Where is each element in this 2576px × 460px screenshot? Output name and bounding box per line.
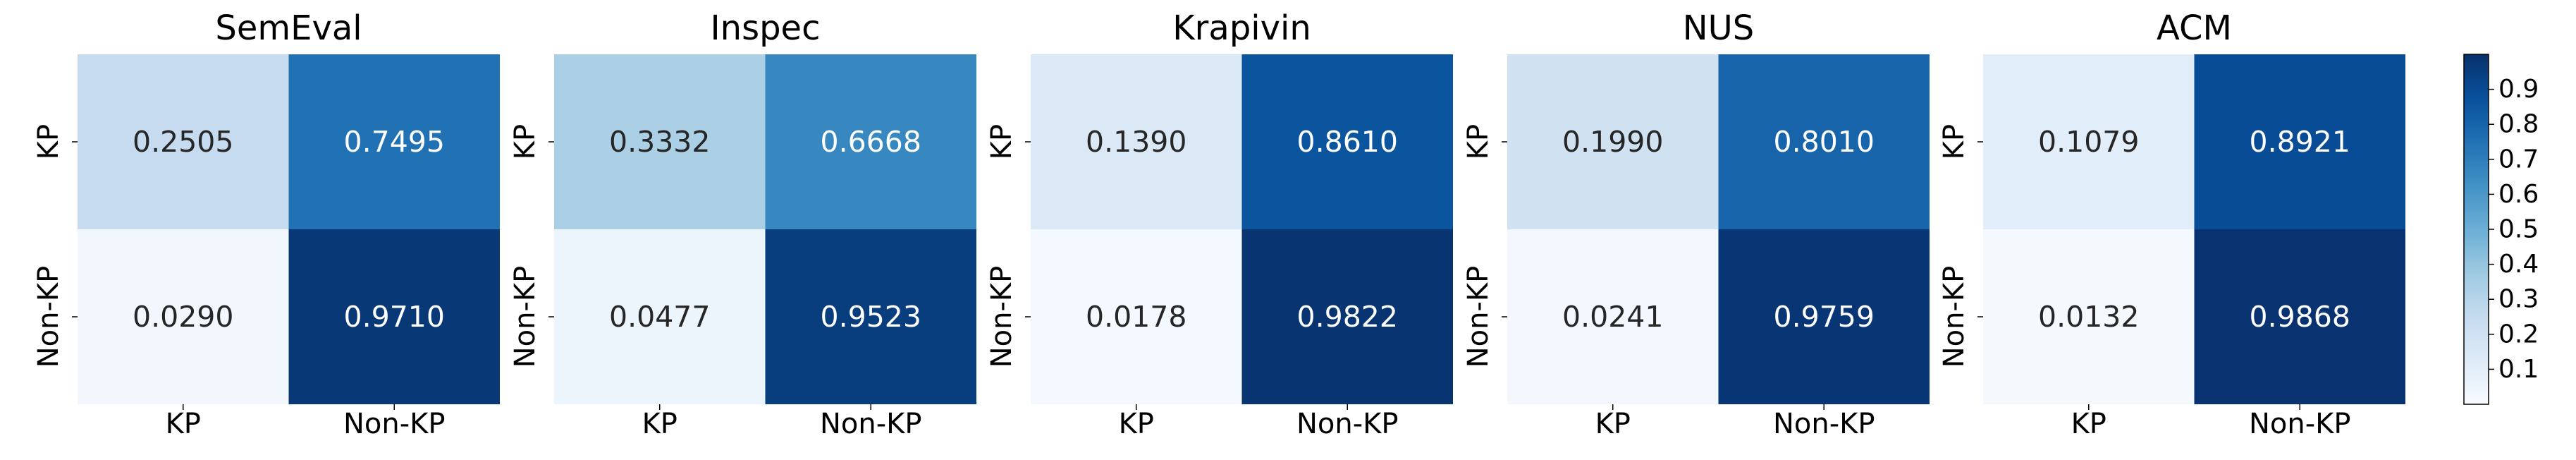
cell-value-label: 0.9710 <box>344 300 445 334</box>
x-tick-label: KP <box>1595 408 1631 440</box>
heatmap-cell <box>554 229 766 404</box>
colorbar-tick-label: 0.7 <box>2498 145 2539 174</box>
cell-value-label: 0.9868 <box>2250 300 2350 334</box>
y-tick-label: Non-KP <box>1462 266 1495 368</box>
colorbar-tick-label: 0.9 <box>2498 75 2539 104</box>
heatmap-cell <box>1718 229 1930 404</box>
cell-value-label: 0.0132 <box>2038 300 2139 334</box>
panel-title: Inspec <box>711 8 821 48</box>
x-tick-label: Non-KP <box>820 408 922 440</box>
heatmap-panel-krapivin: Krapivin 0.1390 0.8610 0.0178 0.9822 KP Non-KP… <box>986 8 1453 440</box>
y-tick-label: KP <box>32 124 65 159</box>
heatmap-panel-inspec: Inspec 0.3332 0.6668 0.0477 0.9523 KP Non-KP KP… <box>509 8 976 440</box>
heatmap-cell <box>554 54 766 229</box>
cell-value-label: 0.0290 <box>133 300 233 334</box>
heatmap-cell <box>288 229 500 404</box>
heatmap-panel-nus: NUS 0.1990 0.8010 0.0241 0.9759 KP Non-KP KP Non… <box>1462 8 1930 440</box>
heatmap-cell <box>78 229 289 404</box>
y-tick-label: KP <box>986 124 1018 159</box>
heatmap-panel-semeval: SemEval 0.2505 0.7495 0.0290 0.9710 KP Non-KP K… <box>32 8 500 440</box>
x-tick-label: Non-KP <box>1296 408 1399 440</box>
heatmap-cell <box>1241 54 1453 229</box>
x-tick-label: Non-KP <box>1773 408 1875 440</box>
colorbar: 0.1 0.2 0.3 0.4 0.5 0.6 0.7 0.8 0.9 <box>2463 54 2539 405</box>
heatmap-cell <box>78 54 289 229</box>
y-tick-label: Non-KP <box>986 266 1018 368</box>
cell-value-label: 0.9759 <box>1774 300 1875 334</box>
cell-value-label: 0.6668 <box>821 125 921 159</box>
cell-value-label: 0.3332 <box>609 125 710 159</box>
cell-value-label: 0.8610 <box>1297 125 1398 159</box>
y-tick-label: KP <box>1938 124 1970 159</box>
heatmap-cell <box>2194 54 2405 229</box>
heatmap-panel-acm: ACM 0.1079 0.8921 0.0132 0.9868 KP Non-KP KP Non… <box>1938 8 2405 440</box>
cell-value-label: 0.9523 <box>821 300 921 334</box>
x-tick-label: KP <box>166 408 201 440</box>
heatmap-cell <box>1507 54 1719 229</box>
colorbar-tick-label: 0.4 <box>2498 250 2539 279</box>
y-tick-label: Non-KP <box>509 266 541 368</box>
colorbar-tick-label: 0.2 <box>2498 320 2539 349</box>
heatmap-cell <box>1241 229 1453 404</box>
y-tick-label: KP <box>509 124 541 159</box>
cell-value-label: 0.9822 <box>1297 300 1398 334</box>
heatmap-cell <box>1031 229 1242 404</box>
y-tick-label: Non-KP <box>1938 266 1970 368</box>
x-tick-label: KP <box>642 408 677 440</box>
heatmap-cell <box>1031 54 1242 229</box>
cell-value-label: 0.1990 <box>1562 125 1663 159</box>
heatmap-cell <box>288 54 500 229</box>
heatmap-cell <box>765 54 976 229</box>
panel-title: SemEval <box>215 8 362 48</box>
y-tick-label: KP <box>1462 124 1495 159</box>
cell-value-label: 0.2505 <box>133 125 233 159</box>
heatmap-cell <box>1983 54 2195 229</box>
x-tick-label: Non-KP <box>343 408 446 440</box>
cell-value-label: 0.1079 <box>2038 125 2139 159</box>
x-tick-label: KP <box>1119 408 1154 440</box>
y-tick-label: Non-KP <box>32 266 65 368</box>
heatmap-cell <box>765 229 976 404</box>
colorbar-tick-label: 0.6 <box>2498 180 2539 209</box>
heatmap-cell <box>1507 229 1719 404</box>
cell-value-label: 0.8921 <box>2250 125 2350 159</box>
colorbar-tick-label: 0.1 <box>2498 355 2539 384</box>
panel-title: Krapivin <box>1172 8 1311 48</box>
heatmap-cell <box>1983 229 2195 404</box>
colorbar-gradient <box>2463 54 2489 405</box>
colorbar-tick-label: 0.3 <box>2498 285 2539 314</box>
colorbar-tick-label: 0.8 <box>2498 110 2539 139</box>
cell-value-label: 0.0178 <box>1086 300 1186 334</box>
heatmap-cell <box>2194 229 2405 404</box>
cell-value-label: 0.1390 <box>1086 125 1186 159</box>
panel-title: ACM <box>2157 8 2232 48</box>
cell-value-label: 0.7495 <box>344 125 445 159</box>
cell-value-label: 0.8010 <box>1774 125 1875 159</box>
cell-value-label: 0.0477 <box>609 300 710 334</box>
colorbar-tick-label: 0.5 <box>2498 215 2539 244</box>
x-tick-label: KP <box>2071 408 2106 440</box>
cell-value-label: 0.0241 <box>1562 300 1663 334</box>
x-tick-label: Non-KP <box>2249 408 2351 440</box>
panel-title: NUS <box>1683 8 1755 48</box>
heatmap-cell <box>1718 54 1930 229</box>
